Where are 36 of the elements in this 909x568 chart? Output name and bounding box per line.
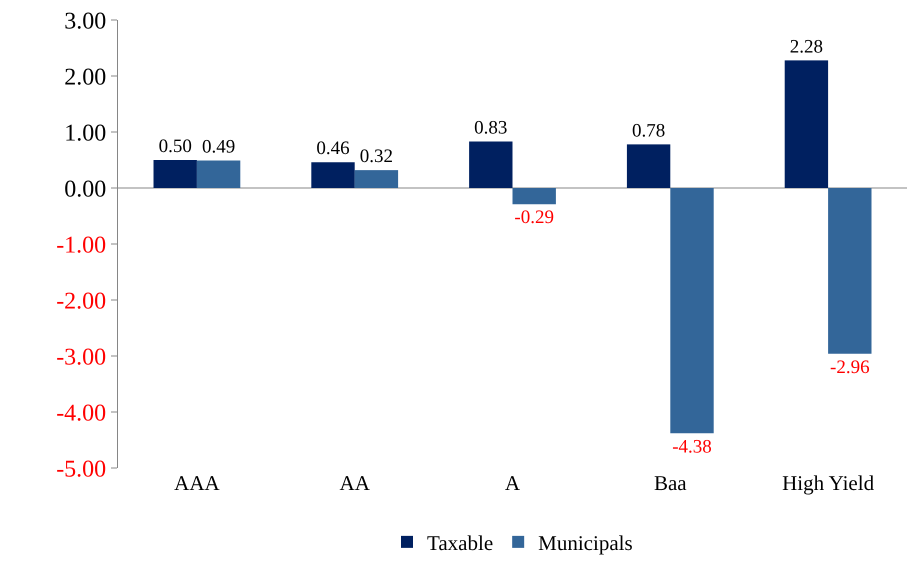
bar <box>154 160 197 188</box>
data-label: 0.46 <box>316 138 350 160</box>
y-tick-label: -2.00 <box>56 288 106 314</box>
y-tick-label: -4.00 <box>56 400 106 426</box>
legend-label: Municipals <box>538 531 633 556</box>
y-tick-label: -5.00 <box>56 456 106 482</box>
data-label: 0.78 <box>632 120 666 142</box>
y-tick-label: -3.00 <box>56 344 106 370</box>
data-label: 0.32 <box>360 146 394 168</box>
x-tick-label: High Yield <box>782 471 875 495</box>
x-tick-label: AAA <box>174 471 220 495</box>
y-tick-label: 0.00 <box>64 176 106 202</box>
bar <box>512 188 556 204</box>
data-label: 2.28 <box>790 36 824 58</box>
data-label: 0.49 <box>202 136 236 158</box>
data-label: -2.96 <box>830 356 870 378</box>
legend-label: Taxable <box>427 531 494 556</box>
bar <box>784 60 828 188</box>
bar <box>196 160 240 188</box>
bar <box>828 188 872 354</box>
x-tick-label: Baa <box>654 471 688 495</box>
x-tick-label: A <box>504 471 521 495</box>
bar <box>311 162 355 188</box>
bar <box>469 142 512 188</box>
x-tick-label: AA <box>340 471 371 495</box>
data-label: -0.29 <box>514 207 554 228</box>
bar <box>670 188 714 434</box>
bar <box>626 144 670 188</box>
y-tick-label: -1.00 <box>56 232 106 258</box>
y-tick-label: 3.00 <box>64 8 106 34</box>
data-label: 0.50 <box>158 136 192 157</box>
data-label: -4.38 <box>672 436 712 458</box>
y-tick-label: 2.00 <box>64 64 106 90</box>
bar <box>354 170 398 188</box>
data-label: 0.83 <box>474 118 508 139</box>
y-tick-label: 1.00 <box>64 120 106 146</box>
